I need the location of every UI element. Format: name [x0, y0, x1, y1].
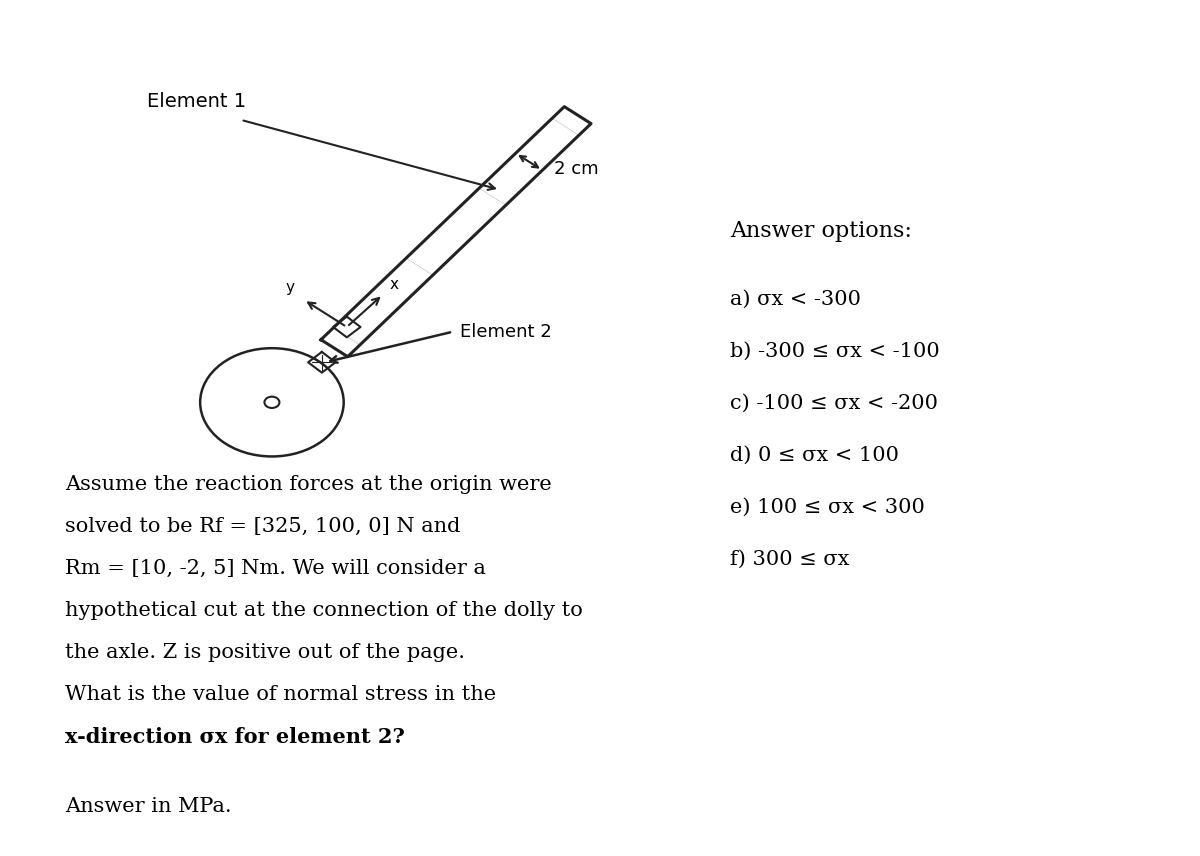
Text: 2 cm: 2 cm	[554, 160, 599, 178]
Text: f) 300 ≤ σx: f) 300 ≤ σx	[730, 550, 850, 569]
Text: hypothetical cut at the connection of the dolly to: hypothetical cut at the connection of th…	[65, 601, 583, 620]
Text: solved to be Rf = [325, 100, 0] N and: solved to be Rf = [325, 100, 0] N and	[65, 517, 461, 536]
Text: Element 1: Element 1	[148, 92, 246, 110]
Text: x: x	[389, 277, 398, 292]
Text: x-direction σx for element 2?: x-direction σx for element 2?	[65, 727, 404, 747]
Text: Answer in MPa.: Answer in MPa.	[65, 797, 232, 816]
Text: d) 0 ≤ σx < 100: d) 0 ≤ σx < 100	[730, 446, 899, 465]
Text: b) -300 ≤ σx < -100: b) -300 ≤ σx < -100	[730, 342, 940, 361]
Text: a) σx < -300: a) σx < -300	[730, 290, 862, 309]
Text: c) -100 ≤ σx < -200: c) -100 ≤ σx < -200	[730, 394, 938, 413]
Text: the axle. Z is positive out of the page.: the axle. Z is positive out of the page.	[65, 643, 466, 662]
Text: y: y	[286, 280, 294, 295]
Text: Answer options:: Answer options:	[730, 220, 912, 242]
Text: Assume the reaction forces at the origin were: Assume the reaction forces at the origin…	[65, 475, 552, 494]
Text: What is the value of normal stress in the: What is the value of normal stress in th…	[65, 685, 496, 704]
Text: e) 100 ≤ σx < 300: e) 100 ≤ σx < 300	[730, 498, 925, 517]
Text: Rm = [10, -2, 5] Nm. We will consider a: Rm = [10, -2, 5] Nm. We will consider a	[65, 559, 486, 578]
Text: Element 2: Element 2	[461, 323, 552, 341]
